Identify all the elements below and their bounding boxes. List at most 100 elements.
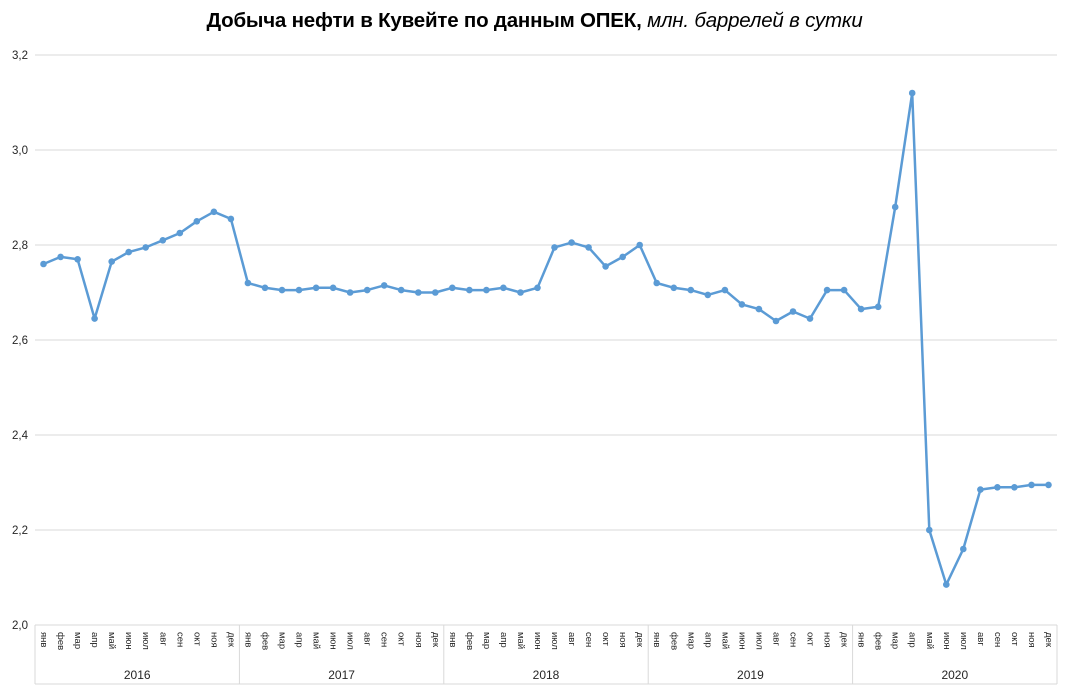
data-point [380, 282, 388, 289]
data-point [125, 248, 132, 256]
year-label: 2018 [533, 668, 560, 682]
chart-title-main: Добыча нефти в Кувейте по данным ОПЕК, [206, 9, 642, 32]
data-point [653, 279, 660, 287]
month-tick-label: сен [992, 632, 1003, 647]
data-point [738, 301, 746, 308]
y-axis-tick-label: 2,4 [12, 430, 29, 442]
month-tick-label: апр [294, 632, 305, 648]
month-tick-label: ноя [208, 632, 219, 648]
month-tick-label: май [311, 632, 322, 649]
data-point [91, 315, 98, 322]
chart-title: Добыча нефти в Кувейте по данным ОПЕК, м… [0, 9, 1069, 33]
data-point [227, 215, 235, 223]
y-axis-tick-label: 2,0 [12, 620, 28, 632]
data-point [585, 244, 592, 251]
data-point [994, 484, 1001, 491]
month-tick-label: окт [1009, 632, 1020, 647]
data-point [74, 255, 81, 263]
month-tick-label: авг [975, 632, 986, 646]
data-point [57, 253, 64, 261]
month-tick-label: ноя [1026, 632, 1037, 648]
data-point [142, 244, 149, 251]
y-axis-tick-label: 2,6 [12, 335, 28, 347]
month-tick-label: июл [549, 632, 560, 650]
data-point [108, 258, 115, 265]
data-point [1028, 481, 1035, 489]
data-point [636, 241, 643, 249]
year-label: 2016 [124, 668, 151, 682]
data-point [210, 208, 218, 216]
year-label: 2017 [328, 668, 355, 682]
month-tick-label: мар [276, 632, 287, 649]
month-tick-label: ноя [617, 632, 628, 648]
data-point [500, 284, 507, 292]
year-label: 2019 [737, 668, 764, 682]
month-tick-label: дек [430, 632, 441, 648]
data-point [874, 303, 882, 311]
data-point [244, 279, 252, 287]
month-tick-label: дек [225, 632, 236, 648]
data-point [789, 308, 797, 315]
month-tick-label: фев [873, 632, 884, 650]
month-tick-label: фев [668, 632, 679, 650]
month-tick-label: июн [123, 632, 134, 650]
data-point [687, 286, 695, 294]
chart-title-subtitle: млн. баррелей в сутки [641, 9, 863, 32]
month-tick-label: окт [396, 632, 407, 647]
data-point [415, 289, 422, 296]
data-point [517, 289, 524, 296]
month-tick-label: авг [157, 632, 168, 646]
data-point [261, 284, 269, 292]
month-tick-label: июл [345, 632, 356, 650]
month-tick-label: сен [583, 632, 594, 647]
data-point [960, 545, 967, 553]
month-tick-label: окт [600, 632, 611, 647]
month-tick-label: авг [362, 632, 373, 646]
data-point [534, 284, 541, 292]
data-point [755, 305, 763, 313]
data-point [40, 260, 47, 268]
month-tick-label: май [924, 632, 935, 649]
data-point [363, 286, 371, 294]
data-point [670, 284, 678, 292]
data-point [943, 581, 950, 588]
data-point [312, 284, 320, 292]
data-point [551, 244, 558, 251]
month-tick-label: янв [38, 632, 49, 647]
month-tick-label: июл [958, 632, 969, 650]
month-tick-label: май [719, 632, 730, 649]
month-tick-label: авг [770, 632, 781, 646]
series-line [42, 91, 1050, 586]
month-tick-label: фев [464, 632, 475, 650]
month-tick-label: июн [532, 632, 543, 650]
month-tick-label: мар [72, 632, 83, 649]
month-tick-label: июн [736, 632, 747, 650]
data-point [891, 203, 899, 211]
month-tick-label: мар [685, 632, 696, 649]
month-tick-label: апр [89, 632, 100, 648]
month-tick-label: янв [447, 632, 458, 647]
data-point [619, 253, 626, 261]
month-tick-label: сен [174, 632, 185, 647]
data-point [806, 315, 814, 322]
month-tick-label: июл [753, 632, 764, 650]
month-tick-label: мар [481, 632, 492, 649]
month-tick-label: дек [634, 632, 645, 648]
month-tick-label: янв [856, 632, 867, 647]
y-axis-tick-label: 2,8 [12, 240, 28, 252]
data-point [449, 284, 456, 292]
data-point [908, 89, 916, 97]
data-point [329, 284, 337, 292]
data-point [397, 286, 405, 294]
y-axis-tick-label: 3,0 [12, 145, 28, 157]
data-point [159, 237, 167, 244]
data-point [823, 286, 831, 294]
data-point [176, 229, 184, 237]
data-point [466, 286, 473, 294]
data-point [926, 526, 933, 534]
month-tick-label: апр [498, 632, 509, 648]
month-tick-label: окт [191, 632, 202, 647]
month-tick-label: май [515, 632, 526, 649]
